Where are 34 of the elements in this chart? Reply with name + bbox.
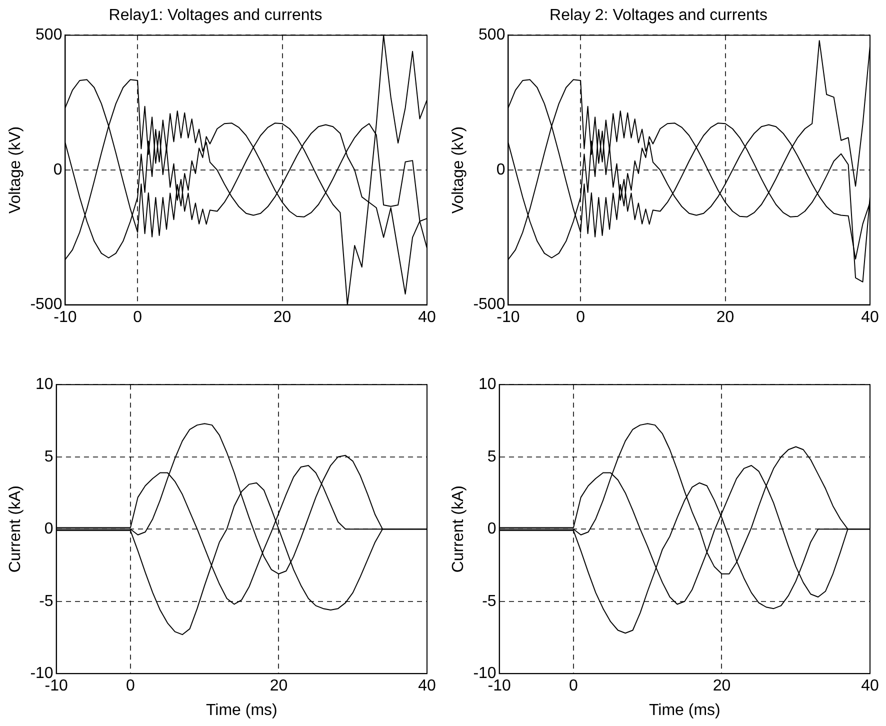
y-tick-label: -5 <box>39 592 54 610</box>
chart-title: Relay1: Voltages and currents <box>108 7 322 24</box>
y-tick-label: -5 <box>482 592 496 610</box>
y-tick-label: 5 <box>44 448 54 466</box>
x-tick-label: 20 <box>273 308 292 326</box>
chart-title: Relay 2: Voltages and currents <box>550 7 768 24</box>
x-tick-label: 0 <box>133 308 142 326</box>
x-tick-label: 0 <box>569 678 578 695</box>
y-tick-label: 10 <box>478 376 496 394</box>
y-tick-label: 0 <box>44 520 54 538</box>
y-axis-title: Current (kA) <box>450 486 468 573</box>
x-tick-label: 20 <box>716 308 734 326</box>
x-tick-label: 40 <box>861 678 879 695</box>
y-tick-label: 500 <box>478 26 506 44</box>
y-tick-label: -500 <box>473 296 506 314</box>
y-tick-label: 500 <box>36 26 62 44</box>
x-tick-label: 20 <box>270 678 288 695</box>
y-tick-label: -500 <box>30 296 62 314</box>
y-tick-label: 0 <box>53 161 62 178</box>
y-axis-title: Voltage (kV) <box>7 126 24 214</box>
x-tick-label: 40 <box>418 308 436 326</box>
y-axis-title: Voltage (kV) <box>450 126 468 214</box>
y-tick-label: 10 <box>36 376 54 394</box>
x-axis-title: Time (ms) <box>648 702 720 719</box>
x-tick-label: 40 <box>418 678 436 695</box>
y-tick-label: 0 <box>487 520 496 538</box>
y-axis-title: Current (kA) <box>7 486 24 573</box>
x-tick-label: 0 <box>126 678 136 695</box>
x-tick-label: 0 <box>576 308 586 326</box>
y-tick-label: 0 <box>496 161 506 178</box>
x-tick-label: 20 <box>712 678 731 695</box>
x-tick-label: 40 <box>861 308 879 326</box>
x-axis-title: Time (ms) <box>206 702 278 719</box>
y-tick-label: 5 <box>487 448 496 466</box>
